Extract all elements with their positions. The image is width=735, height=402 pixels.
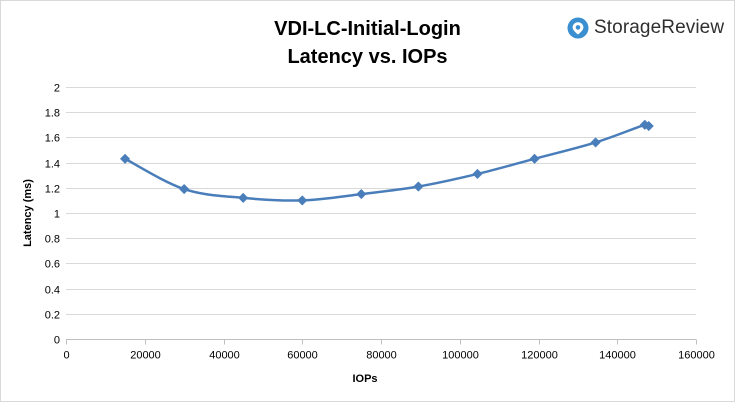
y-tick-label: 0 [54,335,60,347]
gridlines [66,87,696,315]
y-tick-label: 2 [54,83,60,95]
data-point-marker [119,153,131,164]
y-tick-label: 1.4 [45,159,60,171]
y-tick-label: 0.4 [45,285,60,297]
data-point-marker [238,192,249,204]
x-tick-label: 0 [63,350,69,362]
x-tick-label: 140000 [599,350,636,362]
brand-logo: StorageReview [567,13,724,43]
x-tick-label: 60000 [287,350,318,362]
x-tick-label: 80000 [366,350,397,362]
x-tick-label: 160000 [678,350,715,362]
y-tick-label: 1 [54,209,60,221]
data-point-marker [472,168,483,180]
data-point-marker [413,181,424,192]
y-tick-label: 1.2 [45,184,60,196]
data-point-marker [356,188,367,200]
x-tick-label: 20000 [130,350,161,362]
y-tick-label: 1.6 [45,133,60,145]
axes [66,339,697,345]
tick-labels: 0 0.2 0.4 0.6 0.8 1 1.2 1.4 1.6 1.8 2 0 20000 40000 60… [45,83,715,362]
y-tick-label: 0.8 [45,234,60,246]
data-point-marker [178,183,190,195]
chart-subtitle: Latency vs. IOPs [287,46,448,68]
data-point-marker [643,120,654,132]
chart-title-block: VDI-LC-Initial-Login Latency vs. IOPs [1,15,734,71]
series-layer [119,119,654,206]
data-point-marker [590,137,601,148]
x-tick-label: 120000 [521,350,558,362]
brand-name: StorageReview [594,17,725,38]
y-tick-label: 0.6 [45,259,60,271]
y-tick-label: 0.2 [45,310,60,322]
data-point-marker [529,153,540,164]
data-point-marker [297,195,308,206]
x-tick-label: 100000 [442,350,479,362]
x-axis-title: IOPs [352,373,377,385]
chart-title: VDI-LC-Initial-Login [274,18,461,40]
x-tick-label: 40000 [209,350,240,362]
storagereview-logo-icon [567,17,589,39]
y-tick-label: 1.8 [45,108,60,120]
y-axis-title: Latency (ms) [22,179,34,247]
series-line [123,122,652,202]
